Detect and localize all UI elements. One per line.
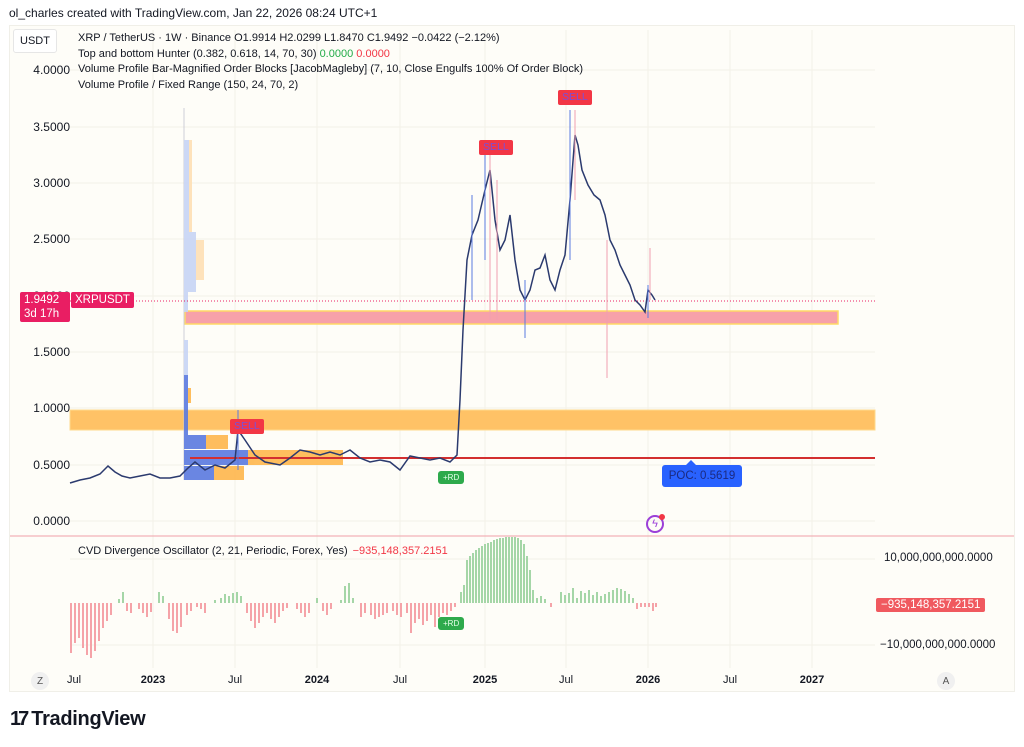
legend-indicator-fixed-range[interactable]: Volume Profile / Fixed Range (150, 24, 7… [78,78,299,91]
legend-indicator-top-bottom-hunter[interactable]: Top and bottom Hunter (0.382, 0.618, 14,… [78,47,390,60]
indicator-value-2: 0.0000 [356,47,390,60]
volume-profile [183,108,343,480]
time-axis-label: Jul [722,674,738,686]
poc-label: POC: 0.5619 [662,460,742,487]
time-axis-label: 2027 [799,674,825,686]
chart-legend: XRP / TetherUS · 1W · Binance O1.9914 H2… [78,31,583,93]
oscillator-axis-bottom: −10,000,000,000.0000 [880,639,996,651]
time-axis-label: Jul [558,674,574,686]
symbol-tag: XRPUSDT [71,292,134,308]
time-axis-label: 2024 [304,674,330,686]
sell-signal-label: SELL [479,140,513,155]
oscillator-value-tag: −935,148,357.2151 [876,598,986,612]
legend-indicator-order-blocks[interactable]: Volume Profile Bar-Magnified Order Block… [78,63,584,75]
price-axis-label: 1.0000 [33,401,70,415]
sell-signal-label: SELL [230,419,264,434]
sell-signal-label: SELL [558,90,592,105]
auto-scale-button[interactable]: A [937,672,955,690]
legend-main[interactable]: XRP / TetherUS · 1W · Binance O1.9914 H2… [78,32,500,44]
order-block-orange [69,409,876,431]
oscillator-axis-top: 10,000,000,000.0000 [884,552,993,564]
indicator-value-1: 0.0000 [319,47,354,60]
current-price-tag: 1.9492 3d 17h [20,292,70,322]
price-axis-label: 0.5000 [33,458,70,472]
rd-signal-label: +RD [438,471,465,484]
lightning-alert-icon[interactable]: ϟ [646,514,665,533]
zoom-reset-button[interactable]: Z [31,672,49,690]
time-axis-label: Jul [66,674,82,686]
price-axis-label: 0.0000 [33,514,70,528]
time-axis-label: 2023 [140,674,166,686]
price-axis-label: 1.5000 [33,345,70,359]
bar-countdown: 3d 17h [24,308,60,320]
oscillator-title: CVD Divergence Oscillator (2, 21, Period… [78,545,348,557]
price-axis-label: 2.5000 [33,232,70,246]
oscillator-legend[interactable]: CVD Divergence Oscillator (2, 21, Period… [78,545,448,557]
tradingview-logo-icon: 17 [10,708,29,730]
price-axis-label: 3.0000 [33,176,70,190]
brand-name: TradingView [31,708,146,730]
oscillator-value: −935,148,357.2151 [352,545,448,557]
rd-signal-label-oscillator: +RD [438,617,465,630]
candles [69,110,656,484]
time-axis-label: 2025 [472,674,498,686]
time-axis-label: Jul [227,674,243,686]
current-price: 1.9492 [24,294,60,306]
oscillator-bars [70,537,657,658]
order-block-pink [184,310,839,325]
price-axis-label: 4.0000 [33,63,70,77]
chart-credit: ol_charles created with TradingView.com,… [9,6,378,20]
price-axis-label: 3.5000 [33,120,70,134]
currency-badge[interactable]: USDT [13,29,57,53]
time-axis-label: Jul [392,674,408,686]
tradingview-logo[interactable]: 17 TradingView [10,708,146,731]
time-axis-label: 2026 [635,674,661,686]
